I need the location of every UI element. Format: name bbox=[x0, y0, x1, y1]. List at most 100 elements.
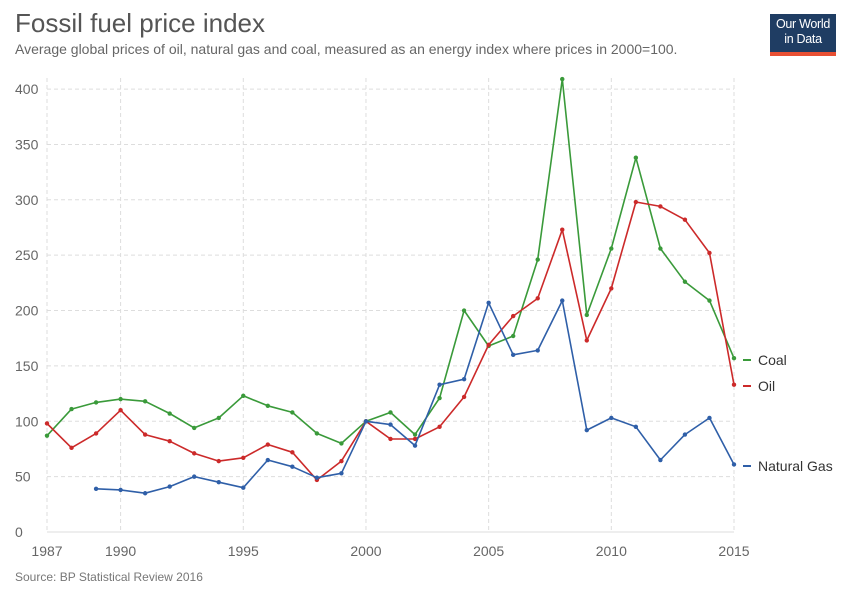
data-point bbox=[437, 382, 442, 387]
data-point bbox=[216, 479, 221, 485]
data-point bbox=[486, 342, 491, 348]
data-point bbox=[290, 450, 295, 455]
x-tick-label: 2015 bbox=[718, 543, 749, 559]
data-point bbox=[241, 485, 246, 490]
data-point bbox=[412, 432, 418, 437]
data-point bbox=[633, 199, 639, 205]
data-point bbox=[241, 393, 246, 398]
data-point bbox=[707, 415, 712, 421]
data-point bbox=[363, 419, 369, 424]
data-point bbox=[461, 308, 467, 313]
data-point bbox=[93, 486, 99, 492]
data-point bbox=[265, 403, 271, 408]
data-point bbox=[388, 422, 393, 427]
legend-label: Coal bbox=[758, 352, 787, 368]
data-point bbox=[192, 474, 197, 479]
data-point bbox=[609, 286, 614, 291]
data-point bbox=[142, 399, 148, 404]
data-point bbox=[118, 487, 123, 493]
data-point bbox=[142, 432, 148, 437]
data-point bbox=[584, 312, 589, 318]
data-point bbox=[560, 298, 565, 303]
y-tick-label: 50 bbox=[15, 469, 31, 485]
owid-logo[interactable]: Our World in Data bbox=[770, 14, 836, 56]
data-point bbox=[69, 445, 74, 451]
data-point bbox=[609, 415, 614, 421]
data-point bbox=[290, 410, 295, 415]
y-tick-label: 250 bbox=[15, 247, 39, 263]
x-tick-label: 2000 bbox=[350, 543, 381, 559]
data-point bbox=[633, 424, 639, 430]
data-point bbox=[118, 396, 123, 402]
data-point bbox=[412, 436, 418, 442]
data-point bbox=[609, 246, 614, 251]
data-point bbox=[339, 471, 344, 476]
grid-lines bbox=[46, 78, 735, 533]
data-point bbox=[93, 400, 99, 405]
series-lines bbox=[44, 76, 737, 496]
data-point bbox=[682, 217, 688, 222]
data-point bbox=[216, 415, 221, 421]
data-point bbox=[314, 475, 320, 480]
legend: Coal Oil Natural Gas bbox=[743, 352, 833, 474]
data-point bbox=[560, 227, 565, 232]
x-tick-label: 2005 bbox=[473, 543, 504, 559]
data-point bbox=[241, 455, 246, 461]
data-point bbox=[461, 376, 467, 382]
data-point bbox=[44, 433, 50, 438]
legend-label: Oil bbox=[758, 378, 775, 394]
data-point bbox=[388, 436, 393, 442]
y-tick-label: 300 bbox=[15, 192, 39, 208]
data-point bbox=[658, 204, 663, 209]
data-point bbox=[192, 451, 197, 456]
y-tick-label: 100 bbox=[15, 413, 39, 429]
series-line bbox=[46, 78, 735, 445]
chart-subtitle: Average global prices of oil, natural ga… bbox=[15, 41, 678, 57]
data-point bbox=[731, 355, 737, 361]
data-point bbox=[412, 443, 418, 448]
data-point bbox=[584, 338, 589, 343]
y-tick-label: 200 bbox=[15, 303, 39, 319]
data-point bbox=[216, 458, 221, 464]
logo-line-2: in Data bbox=[784, 32, 822, 46]
data-point bbox=[510, 352, 516, 358]
data-point bbox=[437, 395, 442, 401]
data-point bbox=[69, 406, 74, 412]
data-point bbox=[682, 432, 688, 437]
data-point bbox=[658, 457, 663, 463]
data-point bbox=[437, 424, 442, 430]
data-point bbox=[731, 382, 737, 387]
data-point bbox=[388, 410, 393, 415]
logo-line-1: Our World bbox=[775, 17, 831, 31]
data-point bbox=[265, 442, 271, 447]
data-point bbox=[44, 421, 50, 426]
data-point bbox=[707, 298, 712, 303]
data-point bbox=[535, 296, 540, 301]
x-tick-label: 1995 bbox=[228, 543, 259, 559]
data-point bbox=[731, 462, 737, 467]
y-tick-label: 400 bbox=[15, 81, 39, 97]
data-point bbox=[339, 458, 344, 464]
data-point bbox=[510, 313, 516, 319]
x-tick-label: 2010 bbox=[596, 543, 627, 559]
series-line bbox=[96, 299, 735, 495]
data-point bbox=[486, 300, 491, 305]
data-point bbox=[535, 257, 540, 262]
y-tick-label: 350 bbox=[15, 136, 39, 152]
data-point bbox=[167, 439, 172, 444]
data-point bbox=[118, 407, 123, 413]
tick-labels: 0 50 100 150 200 250 300 350 400 1987 1990 1995 2000… bbox=[15, 81, 750, 559]
legend-label: Natural Gas bbox=[758, 458, 833, 474]
data-point bbox=[560, 76, 565, 82]
data-point bbox=[584, 427, 589, 433]
y-tick-label: 0 bbox=[15, 524, 23, 540]
data-point bbox=[167, 411, 172, 416]
data-point bbox=[535, 348, 540, 353]
data-point bbox=[510, 333, 516, 339]
data-point bbox=[142, 491, 148, 496]
x-tick-label: 1990 bbox=[105, 543, 136, 559]
data-point bbox=[707, 250, 712, 256]
data-point bbox=[682, 279, 688, 284]
data-point bbox=[290, 464, 295, 469]
